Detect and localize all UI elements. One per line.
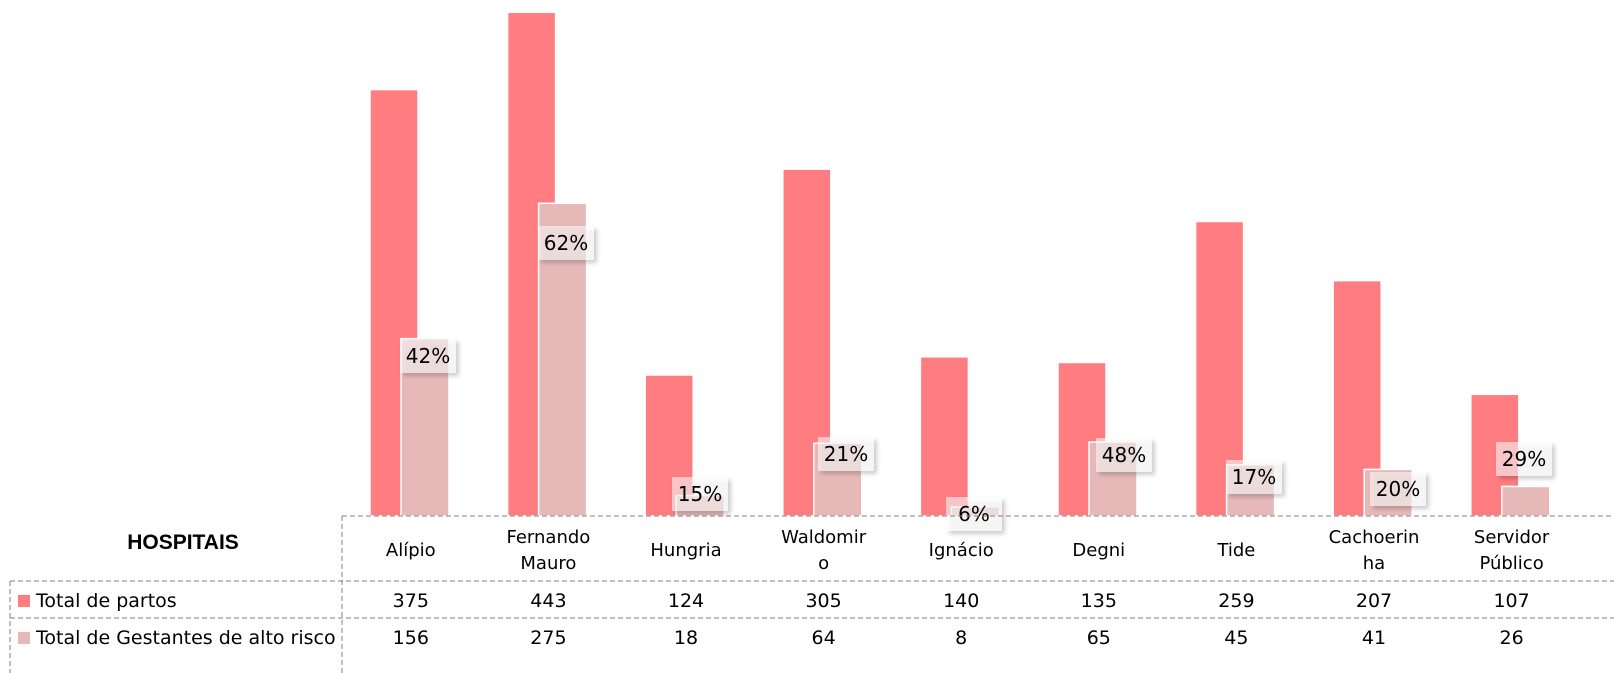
legend-label-0: Total de partos <box>35 590 177 612</box>
category-label-3: Waldomir o <box>781 527 867 574</box>
category-label-1: Fernando Mauro <box>506 527 590 574</box>
data-label-0: 42% <box>406 344 450 368</box>
category-label-8: Servidor Público <box>1474 527 1550 574</box>
table-value-1-8: 26 <box>1500 627 1524 649</box>
legend-label-1: Total de Gestantes de alto risco <box>35 627 336 649</box>
table-value-0-2: 124 <box>668 590 704 612</box>
table-value-1-0: 156 <box>393 627 429 649</box>
axis-title: HOSPITAIS <box>127 531 239 554</box>
legend-swatch-1 <box>18 632 30 644</box>
data-label-5: 48% <box>1102 443 1146 467</box>
table-value-0-6: 259 <box>1218 590 1254 612</box>
data-label-box-2 <box>672 477 728 511</box>
table-value-0-5: 135 <box>1081 590 1117 612</box>
category-label-4: Ignácio <box>929 540 994 561</box>
data-label-6: 17% <box>1232 465 1276 489</box>
data-label-1: 62% <box>544 231 588 255</box>
table-value-0-4: 140 <box>943 590 979 612</box>
data-label-8: 29% <box>1502 447 1546 471</box>
table-value-1-2: 18 <box>674 627 698 649</box>
data-label-2: 15% <box>678 482 722 506</box>
bar-total-partos-7 <box>1332 279 1382 517</box>
category-label-6: Tide <box>1216 540 1255 561</box>
table-value-0-1: 443 <box>530 590 566 612</box>
data-label-box-7 <box>1370 472 1426 506</box>
data-table: HOSPITAIS Alípio Fernando Mauro Hungria Wald… <box>9 515 1614 673</box>
category-label-7: Cachoerin ha <box>1329 527 1420 574</box>
category-label-5: Degni <box>1072 540 1125 561</box>
data-label-box-6 <box>1226 460 1282 494</box>
data-label-box-5 <box>1096 438 1152 472</box>
data-label-box-0 <box>400 339 456 373</box>
data-label-4: 6% <box>958 502 990 526</box>
table-value-1-4: 8 <box>955 627 967 649</box>
bar-total-partos-4 <box>919 356 970 517</box>
data-label-box-8 <box>1496 442 1552 476</box>
table-value-1-6: 45 <box>1224 627 1248 649</box>
bars-layer <box>369 11 1551 517</box>
table-value-0-0: 375 <box>393 590 429 612</box>
table-value-0-8: 107 <box>1493 590 1529 612</box>
data-label-7: 20% <box>1376 477 1420 501</box>
table-value-0-3: 305 <box>805 590 841 612</box>
legend-swatch-0 <box>18 595 30 607</box>
table-value-0-7: 207 <box>1356 590 1392 612</box>
category-label-2: Hungria <box>650 540 721 561</box>
table-value-1-7: 41 <box>1362 627 1386 649</box>
data-labels-layer: 42% 62% 15% 21% 6% 48% 17% 20% 29% <box>400 226 1552 531</box>
table-value-1-3: 64 <box>812 627 836 649</box>
data-label-box-4 <box>946 497 1002 531</box>
data-label-box-3 <box>818 437 874 471</box>
data-label-box-1 <box>538 226 594 260</box>
category-label-0: Alípio <box>386 540 436 561</box>
data-label-3: 21% <box>824 442 868 466</box>
bar-alto-risco-8 <box>1501 485 1551 517</box>
table-value-1-5: 65 <box>1087 627 1111 649</box>
table-value-1-1: 275 <box>530 627 566 649</box>
